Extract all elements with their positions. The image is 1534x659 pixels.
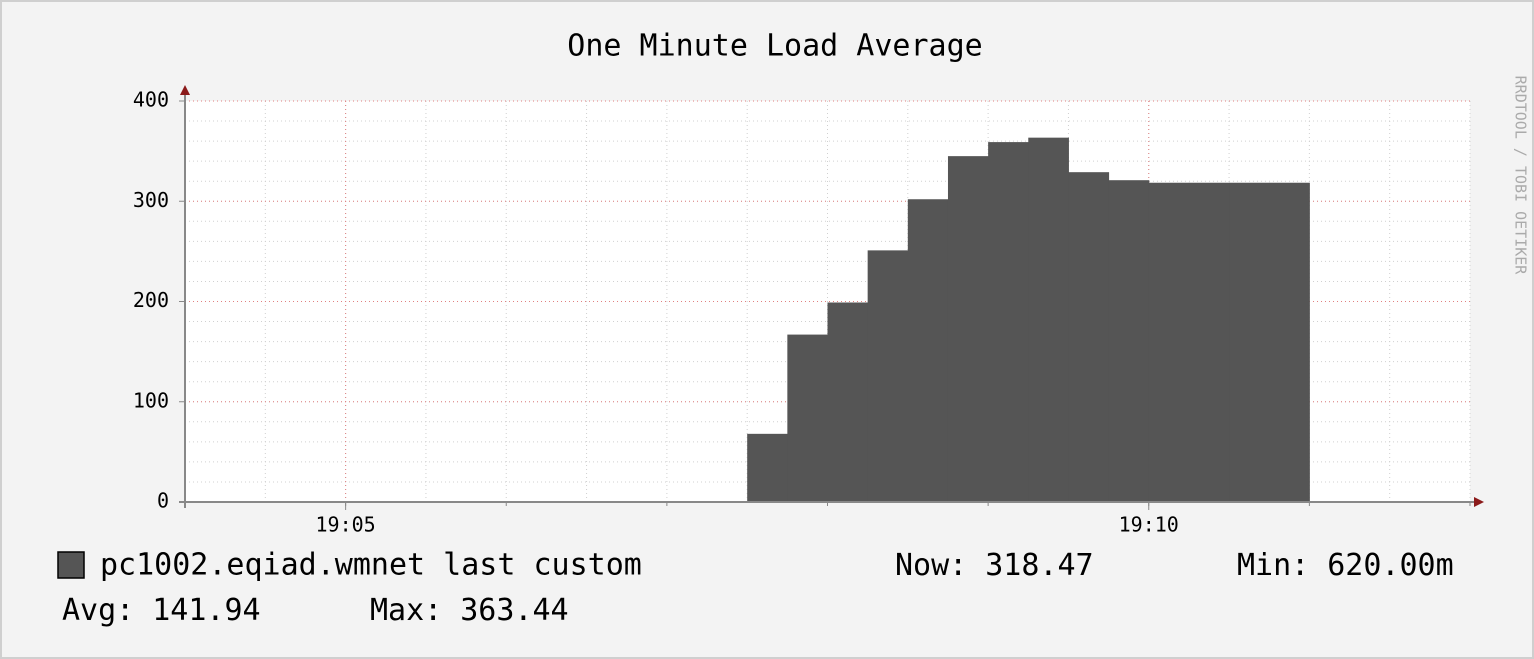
stat-label: Now: [895,548,967,583]
area-step [787,334,828,502]
area-step [1269,182,1310,502]
area-step [1229,182,1270,502]
area-step [1068,172,1110,503]
area-step [1028,137,1069,502]
area-step [1188,182,1230,502]
area-step [907,199,949,502]
area-step [988,142,1029,503]
legend-stat: Max: 363.44 [370,593,569,628]
y-tick-label: 400 [133,88,169,112]
area-step [947,156,989,502]
legend-label: pc1002.eqiad.wmnet last custom [100,548,642,583]
stat-label: Min: [1237,548,1309,583]
legend-stat: Avg: 141.94 [62,593,261,628]
x-tick-label: 19:05 [316,513,376,537]
x-axis-arrow [1474,497,1484,507]
stat-value: 141.94 [152,593,260,628]
y-tick-label: 200 [133,288,169,312]
stat-value: 620.00m [1327,548,1453,583]
area-step [867,250,909,502]
y-tick-label: 100 [133,388,169,412]
y-tick-label: 300 [133,188,169,212]
legend-swatch [57,551,85,579]
watermark: RRDTOOL / TOBI OETIKER [1512,76,1530,276]
area-step [827,302,869,502]
y-tick-label: 0 [157,489,169,513]
legend-stat: Min: 620.00m [1237,548,1454,583]
y-axis-arrow [180,85,190,95]
stat-label: Avg: [62,593,134,628]
area-step [747,433,788,502]
stat-value: 363.44 [460,593,568,628]
chart-title: One Minute Load Average [567,29,982,64]
x-tick-label: 19:10 [1119,513,1179,537]
stat-label: Max: [370,593,442,628]
stat-value: 318.47 [985,548,1093,583]
legend-stat: Now: 318.47 [895,548,1094,583]
area-step [1148,182,1190,502]
area-step [1108,180,1150,502]
